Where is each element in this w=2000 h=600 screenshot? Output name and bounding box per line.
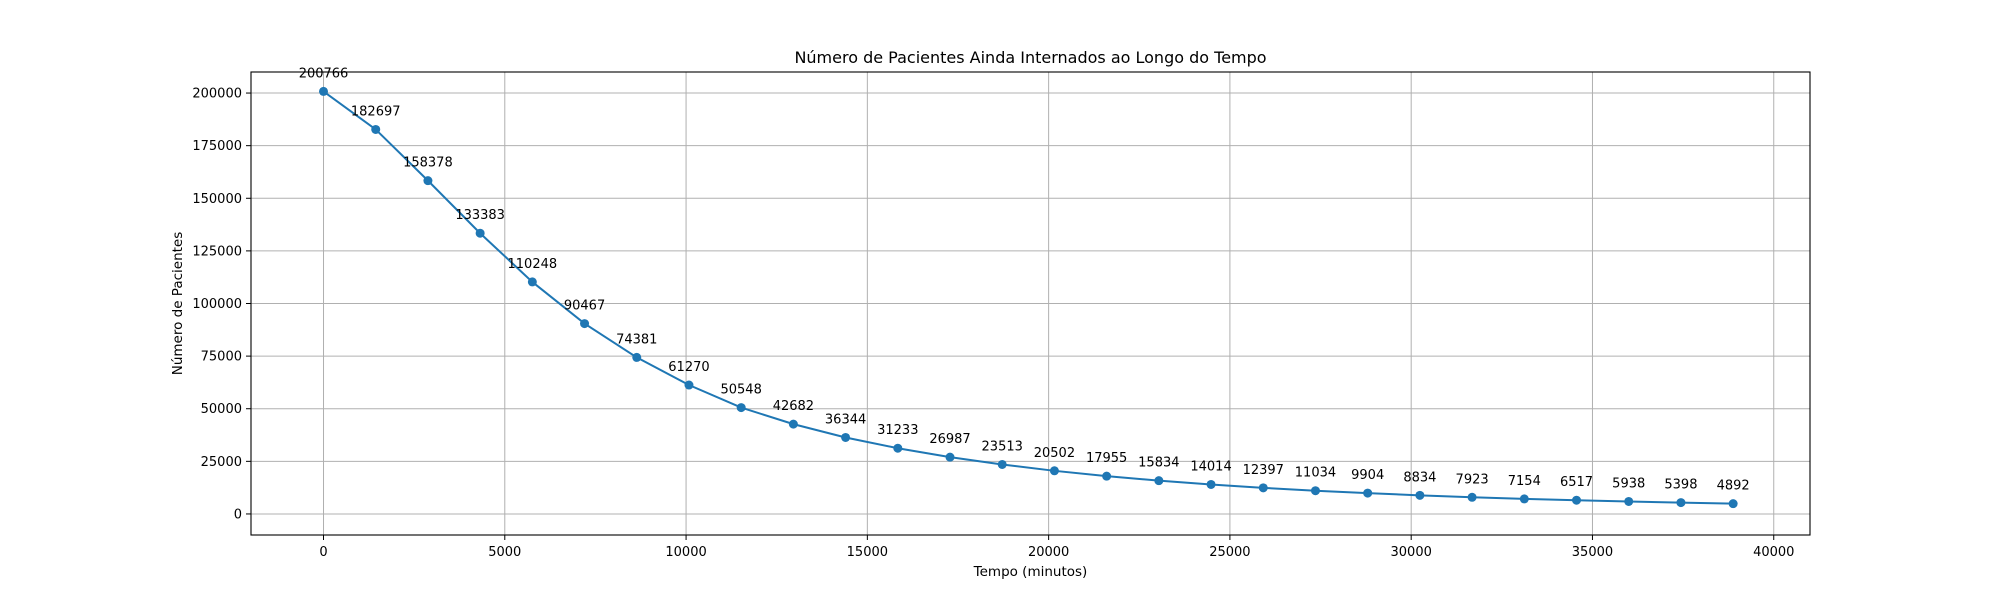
data-point (1102, 471, 1112, 481)
data-label: 17955 (1086, 451, 1127, 466)
data-label: 74381 (616, 332, 657, 347)
y-tick-label: 75000 (201, 350, 242, 365)
x-tick-label: 5000 (488, 545, 521, 560)
data-point (319, 86, 329, 96)
data-label: 133383 (455, 208, 505, 223)
data-point (1624, 496, 1634, 506)
grid-lines (251, 72, 1810, 535)
data-point (371, 124, 381, 134)
series-line (322, 90, 1734, 505)
y-tick-label: 175000 (192, 139, 242, 154)
data-point (1572, 495, 1582, 505)
x-tick-label: 0 (319, 545, 327, 560)
data-point (893, 443, 903, 453)
data-point (1728, 499, 1738, 509)
data-label: 90467 (564, 299, 605, 314)
data-label: 31233 (877, 423, 918, 438)
data-point (527, 277, 537, 287)
y-axis-label: Número de Pacientes (170, 232, 186, 376)
data-label: 36344 (825, 412, 866, 427)
y-axis: 0 25000 50000 75000 100000 125000 150000 175000… (192, 87, 251, 522)
data-point (1363, 488, 1373, 498)
data-point (1519, 494, 1529, 504)
data-point (1467, 492, 1477, 502)
x-tick-label: 15000 (847, 545, 888, 560)
data-label: 5398 (1664, 478, 1697, 493)
data-series (319, 86, 1738, 509)
data-point (1154, 476, 1164, 486)
data-point (423, 176, 433, 186)
data-point (788, 419, 798, 429)
data-point (1676, 498, 1686, 508)
y-tick-label: 50000 (201, 402, 242, 417)
data-label: 61270 (668, 360, 709, 375)
data-label: 5938 (1612, 476, 1645, 491)
x-tick-label: 40000 (1753, 545, 1794, 560)
x-tick-label: 20000 (1028, 545, 1069, 560)
y-tick-label: 100000 (192, 297, 242, 312)
x-axis: 0 5000 10000 15000 20000 25000 30000 35000 40000 (319, 535, 1794, 560)
data-point (1258, 483, 1268, 493)
data-label: 8834 (1403, 470, 1436, 485)
x-tick-label: 10000 (665, 545, 706, 560)
data-point (1415, 490, 1425, 500)
data-point (1049, 466, 1059, 476)
data-label: 23513 (982, 439, 1023, 454)
chart-title: Número de Pacientes Ainda Internados ao … (794, 48, 1266, 67)
data-label: 20502 (1034, 446, 1075, 461)
data-label: 11034 (1295, 466, 1336, 481)
y-tick-label: 0 (234, 507, 242, 522)
y-tick-label: 200000 (192, 87, 242, 102)
x-tick-label: 25000 (1209, 545, 1250, 560)
data-point (475, 228, 485, 238)
data-label: 6517 (1560, 475, 1593, 490)
y-tick-label: 125000 (192, 244, 242, 259)
data-label: 4892 (1717, 479, 1750, 494)
data-labels: 200766 182697 158378 133383 110248 90467 74381… (299, 66, 1750, 493)
x-tick-label: 35000 (1572, 545, 1613, 560)
data-point (841, 432, 851, 442)
y-tick-label: 25000 (201, 455, 242, 470)
data-point (684, 380, 694, 390)
data-label: 200766 (299, 66, 349, 81)
data-label: 158378 (403, 156, 453, 171)
data-label: 26987 (929, 432, 970, 447)
data-point (580, 319, 590, 329)
data-label: 50548 (720, 383, 761, 398)
data-point (736, 403, 746, 413)
data-label: 42682 (773, 399, 814, 414)
data-label: 110248 (508, 257, 558, 272)
data-label: 9904 (1351, 468, 1384, 483)
data-label: 7154 (1508, 474, 1541, 489)
x-tick-label: 30000 (1391, 545, 1432, 560)
x-axis-label: Tempo (minutos) (973, 564, 1088, 580)
y-tick-label: 150000 (192, 192, 242, 207)
data-label: 182697 (351, 104, 401, 119)
data-label: 12397 (1243, 463, 1284, 478)
data-point (997, 459, 1007, 469)
data-label: 14014 (1190, 459, 1231, 474)
data-point (632, 352, 642, 362)
data-label: 15834 (1138, 456, 1179, 471)
data-label: 7923 (1456, 472, 1489, 487)
data-point (1310, 486, 1320, 496)
data-point (1206, 479, 1216, 489)
data-point (945, 452, 955, 462)
